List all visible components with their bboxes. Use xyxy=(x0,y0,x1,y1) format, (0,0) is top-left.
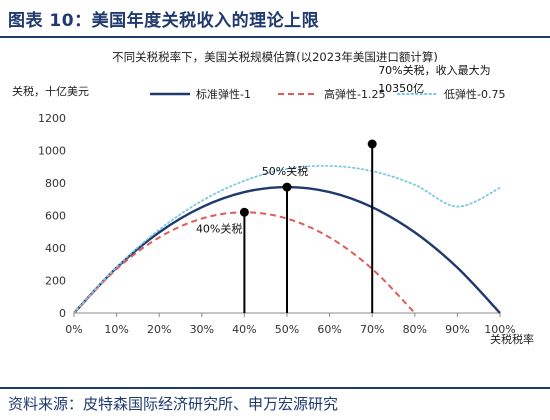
tariff-revenue-chart: 不同关税税率下，美国关税规模估算(以2023年美国进口额计算) 关税，十亿美元 … xyxy=(12,50,534,346)
legend-label: 高弹性-1.25 xyxy=(324,87,385,101)
x-tick-label: 0% xyxy=(65,323,82,336)
y-tick-label: 600 xyxy=(45,210,66,223)
legend-label: 标准弹性-1 xyxy=(196,87,251,101)
annotation-layer: 40%关税 50%关税 70%关税，收入最大为 10350亿 xyxy=(196,63,491,313)
y-tick-label: 1000 xyxy=(38,145,66,158)
axes: 0 200 400 600 800 1000 1200 0% 10% 20% 30% 40% 50% 60… xyxy=(38,112,516,336)
annotation-label-value: 10350亿 xyxy=(378,82,424,95)
legend-label: 低弹性-0.75 xyxy=(444,87,505,101)
x-tick-label: 90% xyxy=(445,323,469,336)
x-tick-label: 20% xyxy=(147,323,171,336)
annotation-point xyxy=(239,207,249,217)
annotation-label: 40%关税 xyxy=(196,221,242,235)
header-divider xyxy=(0,36,550,38)
footer-divider xyxy=(0,387,550,389)
y-tick-label: 800 xyxy=(45,177,66,190)
source-note: 资料来源：皮特森国际经济研究所、申万宏源研究 xyxy=(8,395,339,413)
figure-title: 图表 10：美国年度关税收入的理论上限 xyxy=(8,11,320,31)
x-axis-label: 关税税率 xyxy=(490,332,534,346)
x-tick-label: 50% xyxy=(275,323,299,336)
x-tick-label: 10% xyxy=(104,323,128,336)
y-tick-label: 0 xyxy=(59,307,66,320)
annotation-point xyxy=(367,139,377,149)
annotation-label: 50%关税 xyxy=(262,164,308,178)
y-tick-label: 200 xyxy=(45,275,66,288)
series-line-dotted xyxy=(73,164,501,314)
y-tick-label: 400 xyxy=(45,242,66,255)
x-tick-label: 80% xyxy=(403,323,427,336)
legend: 标准弹性-1 高弹性-1.25 低弹性-0.75 xyxy=(150,87,505,101)
x-tick-label: 100% xyxy=(484,323,515,336)
annotation-point xyxy=(282,182,292,192)
x-tick-label: 40% xyxy=(232,323,256,336)
x-tick-label: 70% xyxy=(360,323,384,336)
y-tick-label: 1200 xyxy=(38,112,66,125)
annotation-label: 70%关税，收入最大为 xyxy=(378,63,490,77)
x-tick-label: 30% xyxy=(190,323,214,336)
chart-title: 不同关税税率下，美国关税规模估算(以2023年美国进口额计算) xyxy=(112,50,438,64)
x-tick-label: 60% xyxy=(317,323,341,336)
report-header: 图表 10：美国年度关税收入的理论上限 xyxy=(0,0,550,38)
y-axis-label: 关税，十亿美元 xyxy=(12,84,89,98)
